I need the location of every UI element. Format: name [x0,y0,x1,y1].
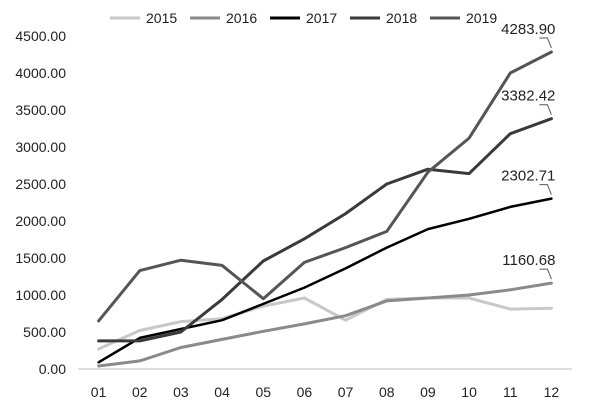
y-tick-label: 4000.00 [15,65,66,81]
annotation-leader [539,184,552,195]
x-tick-label: 12 [544,384,560,400]
x-tick-label: 03 [173,384,189,400]
annotation-label-2019: 4283.90 [501,21,555,38]
x-tick-label: 02 [132,384,148,400]
series-line-2018 [97,117,553,343]
series-line-2015 [97,296,553,351]
annotation-label-2017: 2302.71 [501,168,555,185]
y-tick-label: 0.00 [39,361,66,377]
series-line-2016 [97,281,553,368]
x-tick-label: 04 [214,384,230,400]
axes: 0.00 500.00 1000.00 1500.00 2000.00 2500.00 30… [15,28,572,400]
legend: 2015 2016 2017 2018 2019 [110,10,497,26]
x-tick-label: 10 [461,384,477,400]
annotation-leader [539,37,552,49]
annotation-label-2018: 3382.42 [501,88,555,105]
legend-label-2017: 2017 [306,10,337,26]
legend-label-2016: 2016 [226,10,257,26]
x-tick-label: 01 [91,384,107,400]
y-tick-label: 500.00 [23,324,66,340]
series-line-2019 [97,50,553,323]
legend-label-2019: 2019 [466,10,497,26]
y-tick-label: 3000.00 [15,139,66,155]
x-tick-label: 07 [338,384,354,400]
y-tick-label: 1500.00 [15,250,66,266]
x-tick-label: 06 [297,384,313,400]
legend-label-2015: 2015 [146,10,177,26]
x-tick-label: 09 [420,384,436,400]
series-line-2017 [97,197,553,364]
y-tick-label: 2500.00 [15,176,66,192]
y-tick-label: 4500.00 [15,28,66,44]
annotations: 4283.90 3382.42 2302.71 1160.68 [501,21,555,280]
series-lines [97,50,553,368]
annotation-leader [539,268,552,280]
legend-label-2018: 2018 [386,10,417,26]
annotation-label-2016: 1160.68 [502,252,555,269]
annotation-leader [539,104,552,115]
x-tick-label: 11 [503,384,518,400]
x-tick-label: 08 [379,384,395,400]
y-tick-label: 3500.00 [15,102,66,118]
x-tick-label: 05 [255,384,271,400]
y-tick-label: 2000.00 [15,213,66,229]
y-tick-label: 1000.00 [15,287,66,303]
